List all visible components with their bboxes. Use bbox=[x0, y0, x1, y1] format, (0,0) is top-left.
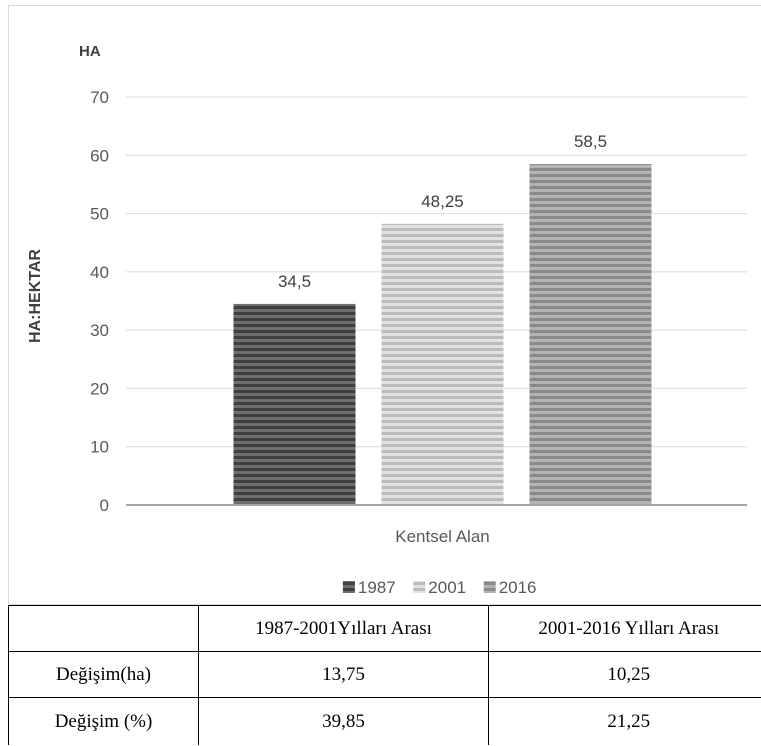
table-row: Değişim (%) 39,85 21,25 bbox=[8, 697, 761, 745]
y-tick-label: 20 bbox=[90, 379, 109, 398]
chart-container: 0 10 20 30 40 50 60 70 34,5 48,25 58,5 HA HA:HEKT… bbox=[8, 5, 761, 605]
table-cell: 39,85 bbox=[198, 697, 489, 745]
table-cell: 10,25 bbox=[488, 651, 761, 698]
table-header-cell: 1987-2001Yılları Arası bbox=[198, 605, 489, 652]
category-label: Kentsel Alan bbox=[395, 527, 490, 546]
change-table: 1987-2001Yılları Arası 2001-2016 Yılları… bbox=[8, 605, 761, 745]
y-tick-label: 10 bbox=[90, 438, 109, 457]
data-label-2001: 48,25 bbox=[421, 192, 464, 211]
y-tick-label: 50 bbox=[90, 205, 109, 224]
bar-2016 bbox=[529, 164, 652, 505]
legend: 1987 2001 2016 bbox=[342, 578, 537, 597]
data-labels: 34,5 48,25 58,5 bbox=[278, 132, 607, 291]
legend-label-2016: 2016 bbox=[499, 578, 537, 597]
y-tick-label: 70 bbox=[90, 88, 109, 107]
legend-swatch-2001 bbox=[413, 581, 426, 593]
bar-2001 bbox=[381, 223, 504, 505]
y-tick-label: 30 bbox=[90, 321, 109, 340]
legend-label-2001: 2001 bbox=[428, 578, 466, 597]
y-axis-title: HA:HEKTAR bbox=[27, 249, 44, 343]
legend-label-1987: 1987 bbox=[358, 578, 396, 597]
table-cell: 13,75 bbox=[198, 651, 489, 698]
y-tick-label: 40 bbox=[90, 263, 109, 282]
table-cell: Değişim (%) bbox=[8, 697, 199, 745]
table-row: Değişim(ha) 13,75 10,25 bbox=[8, 651, 761, 698]
bar-1987 bbox=[233, 303, 356, 505]
bar-chart: 0 10 20 30 40 50 60 70 34,5 48,25 58,5 HA HA:HEKT… bbox=[27, 43, 747, 597]
bars bbox=[233, 164, 652, 505]
table-cell: 21,25 bbox=[488, 697, 761, 745]
y-unit-label: HA bbox=[79, 43, 101, 60]
legend-swatch-1987 bbox=[342, 581, 355, 593]
data-label-1987: 34,5 bbox=[278, 272, 311, 291]
table-header-cell: 2001-2016 Yılları Arası bbox=[488, 605, 761, 652]
legend-swatch-2016 bbox=[483, 581, 496, 593]
y-tick-label: 60 bbox=[90, 146, 109, 165]
y-tick-label: 0 bbox=[100, 496, 109, 515]
table-cell: Değişim(ha) bbox=[8, 651, 199, 698]
table-header-row: 1987-2001Yılları Arası 2001-2016 Yılları… bbox=[8, 605, 761, 652]
table-header-cell bbox=[8, 605, 199, 652]
data-label-2016: 58,5 bbox=[574, 132, 607, 151]
y-axis-ticks: 0 10 20 30 40 50 60 70 bbox=[90, 88, 109, 515]
